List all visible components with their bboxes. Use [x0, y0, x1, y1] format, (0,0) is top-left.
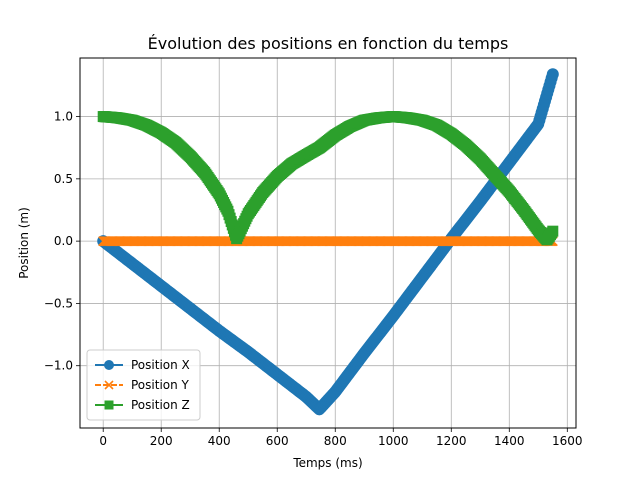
- x-axis-label: Temps (ms): [292, 456, 362, 470]
- position-y-series: [98, 236, 558, 247]
- legend-item-position-z: Position Z: [95, 398, 190, 412]
- legend: Position X Position Y Position Z: [86, 349, 201, 421]
- legend-marker: [104, 360, 114, 370]
- x-tick-label: 1200: [436, 434, 467, 448]
- legend-marker: [104, 400, 114, 410]
- y-tick-label: 0.5: [54, 172, 73, 186]
- x-tick-label: 0: [99, 434, 107, 448]
- position-z-series: [97, 111, 559, 246]
- chart-title: Évolution des positions en fonction du t…: [148, 34, 509, 53]
- legend-item-position-x: Position X: [95, 358, 190, 372]
- x-tick-label: 600: [266, 434, 289, 448]
- legend-label: Position X: [131, 358, 190, 372]
- x-tick-label: 1400: [494, 434, 525, 448]
- y-axis-label: Position (m): [17, 207, 31, 279]
- x-tick-label: 800: [324, 434, 347, 448]
- position-x-marker: [546, 68, 559, 81]
- x-tick-label: 400: [208, 434, 231, 448]
- x-tick-label: 200: [150, 434, 173, 448]
- position-z-marker: [547, 225, 559, 237]
- y-tick-label: 0.0: [54, 234, 73, 248]
- legend-label: Position Y: [131, 378, 190, 392]
- series-layer: [97, 68, 559, 416]
- y-tick-label: 1.0: [54, 110, 73, 124]
- x-axis-ticks: 0 200 400 600 800 1000 1200 1400 1600: [99, 428, 583, 448]
- legend-marker: [104, 380, 114, 390]
- y-tick-label: −1.0: [44, 359, 73, 373]
- x-tick-label: 1600: [552, 434, 583, 448]
- plot-frame: [79, 57, 577, 429]
- x-tick-label: 1000: [378, 434, 409, 448]
- legend-item-position-y: Position Y: [95, 378, 190, 392]
- y-tick-label: −0.5: [44, 296, 73, 310]
- legend-label: Position Z: [131, 398, 190, 412]
- y-axis-ticks: −1.0 −0.5 0.0 0.5 1.0: [44, 110, 80, 373]
- legend-box: [86, 349, 201, 421]
